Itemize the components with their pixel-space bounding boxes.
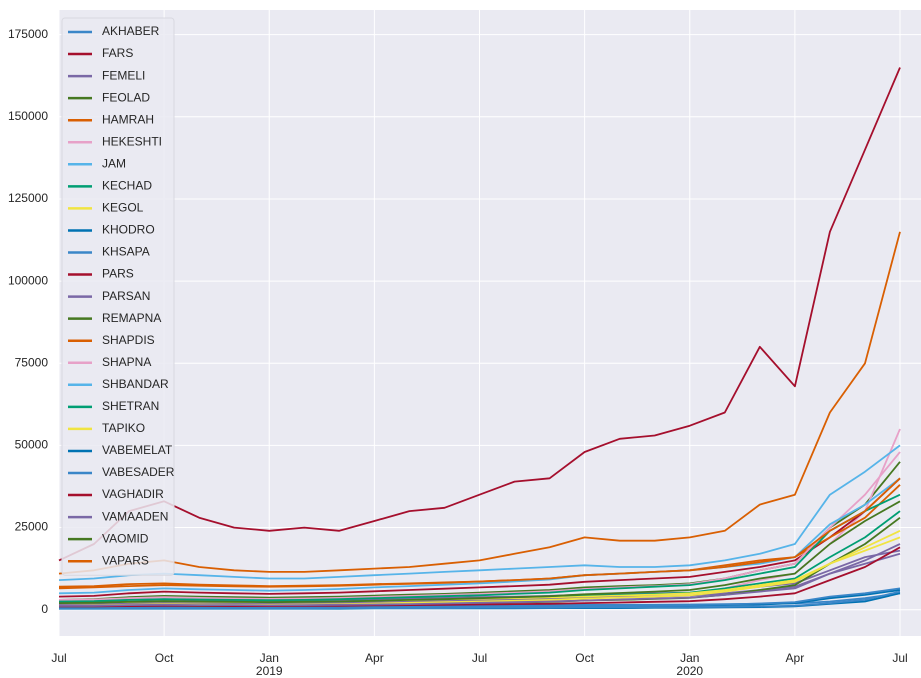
legend-label: AKHABER xyxy=(102,24,160,38)
legend-label: JAM xyxy=(102,156,126,170)
legend-label: REMAPNA xyxy=(102,311,161,325)
y-tick-label: 175000 xyxy=(8,27,48,41)
x-tick-label: Jul xyxy=(472,651,487,665)
y-tick-label: 75000 xyxy=(15,355,49,369)
legend-box xyxy=(61,17,175,576)
y-tick-label: 150000 xyxy=(8,109,48,123)
legend-label: VAMAADEN xyxy=(102,509,168,523)
x-tick-label: Oct xyxy=(155,651,174,665)
plot-background xyxy=(59,10,921,636)
legend-label: SHAPDIS xyxy=(102,333,155,347)
legend-label: VABEMELAT xyxy=(102,443,173,457)
legend-label: PARSAN xyxy=(102,289,150,303)
legend-label: FEMELI xyxy=(102,68,145,82)
x-tick-label: Apr xyxy=(786,651,805,665)
x-tick-year: 2020 xyxy=(676,664,703,678)
series-line xyxy=(58,477,901,590)
legend-label: FARS xyxy=(102,46,133,60)
legend-label: SHETRAN xyxy=(102,399,159,413)
legend-label: SHBANDAR xyxy=(102,377,169,391)
x-tick-label: Jan xyxy=(680,651,699,665)
y-tick-label: 100000 xyxy=(8,273,48,287)
x-tick-label: Jul xyxy=(51,651,66,665)
x-tick-label: Jan xyxy=(260,651,279,665)
series-line xyxy=(58,231,901,575)
legend-label: KECHAD xyxy=(102,179,152,193)
series-line xyxy=(59,587,901,609)
y-tick-label: 50000 xyxy=(15,438,49,452)
series-line xyxy=(58,500,901,604)
legend-label: HAMRAH xyxy=(102,112,154,126)
legend-label: VABESADER xyxy=(102,465,175,479)
series-line xyxy=(58,67,901,562)
legend-label: HEKESHTI xyxy=(102,134,162,148)
legend-label: SHAPNA xyxy=(102,355,151,369)
y-tick-label: 0 xyxy=(41,602,48,616)
series-line xyxy=(58,493,901,603)
y-tick-label: 25000 xyxy=(15,520,49,534)
legend-label: TAPIKO xyxy=(102,421,145,435)
legend-label: PARS xyxy=(102,267,134,281)
series-line xyxy=(59,590,901,610)
series-line xyxy=(58,477,901,595)
legend-label: VAOMID xyxy=(102,531,149,545)
legend-label: KHODRO xyxy=(102,223,155,237)
series-line xyxy=(58,451,901,601)
x-tick-label: Apr xyxy=(365,651,384,665)
x-tick-label: Jul xyxy=(892,651,907,665)
legend-label: KEGOL xyxy=(102,201,144,215)
grid xyxy=(58,10,921,636)
series-line xyxy=(58,477,901,598)
x-tick-year: 2019 xyxy=(256,664,283,678)
legend-label: KHSAPA xyxy=(102,245,150,259)
x-tick-label: Oct xyxy=(575,651,594,665)
legend-label: VAGHADIR xyxy=(102,487,164,501)
legend-label: FEOLAD xyxy=(102,90,150,104)
legend-label: VAPARS xyxy=(102,553,149,567)
series-line xyxy=(58,444,901,581)
series-line xyxy=(59,543,901,607)
lines xyxy=(58,67,901,610)
legend: AKHABER FARS FEMELI FEOLAD HAMRAH HEKESHTI JAM… xyxy=(61,17,175,576)
y-tick-label: 125000 xyxy=(8,191,48,205)
